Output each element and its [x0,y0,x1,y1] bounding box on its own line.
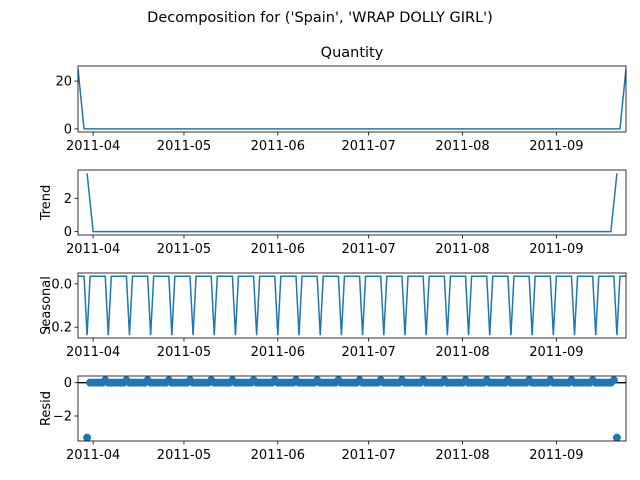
x-tick-label: 2011-05 [157,242,211,257]
y-tick-label: 0 [64,122,72,137]
x-tick-label: 2011-09 [529,242,583,257]
figure-suptitle: Decomposition for ('Spain', 'WRAP DOLLY … [147,10,493,26]
plot-area [78,69,626,130]
x-tick-label: 2011-06 [251,345,305,360]
y-tick-label: −2 [53,410,72,425]
plot-area [78,376,626,441]
x-tick-label: 2011-08 [435,345,489,360]
x-tick-label: 2011-07 [341,448,395,463]
y-tick-label: 0.0 [51,277,72,292]
x-tick-label: 2011-06 [251,448,305,463]
x-tick-label: 2011-09 [529,448,583,463]
panel-4: 0 −2 2011-04 2011-05 2011-06 2011-07 2011-08 20… [39,375,627,463]
resid-outlier [83,433,92,441]
panel-title: Quantity [321,45,384,61]
axes-frame [77,375,627,442]
x-tick-label: 2011-09 [529,345,583,360]
x-tick-label: 2011-08 [435,448,489,463]
axes-frame [77,65,627,133]
x-tick-label: 2011-04 [66,139,120,154]
x-tick-label: 2011-05 [157,345,211,360]
panel-1: 0 20 2011-04 2011-05 2011-06 2011-07 2011-08 20… [55,45,627,154]
plot-area [86,173,618,233]
x-tick-label: 2011-08 [435,242,489,257]
y-axis-label: Seasonal [39,276,54,335]
y-axis-label: Resid [39,391,54,426]
axes-frame [77,169,627,236]
plot-area [78,275,626,336]
series-line [86,173,618,233]
x-tick-label: 2011-04 [66,242,120,257]
x-tick-label: 2011-09 [529,139,583,154]
x-tick-label: 2011-07 [341,345,395,360]
x-tick-label: 2011-05 [157,448,211,463]
x-tick-label: 2011-04 [66,448,120,463]
y-axis-label: Trend [39,185,54,222]
x-tick-label: 2011-06 [251,139,305,154]
x-tick-label: 2011-07 [341,242,395,257]
x-tick-label: 2011-08 [435,139,489,154]
y-tick-label: −0.2 [40,321,72,336]
y-tick-label: 0 [64,376,72,391]
x-tick-label: 2011-07 [341,139,395,154]
seasonal-line [78,275,626,336]
series-line [78,69,626,130]
resid-point [609,376,618,385]
axes-frame [77,272,627,339]
x-tick-label: 2011-06 [251,242,305,257]
x-tick-label: 2011-05 [157,139,211,154]
x-tick-label: 2011-04 [66,345,120,360]
y-tick-label: 20 [55,75,72,90]
y-tick-label: 2 [64,192,72,207]
resid-outlier [612,433,621,441]
panel-3: 0.0 −0.2 2011-04 2011-05 2011-06 2011-07 2011-… [39,272,627,360]
y-tick-label: 0 [64,225,72,240]
panel-2: 0 2 2011-04 2011-05 2011-06 2011-07 2011-08 201… [39,169,627,257]
